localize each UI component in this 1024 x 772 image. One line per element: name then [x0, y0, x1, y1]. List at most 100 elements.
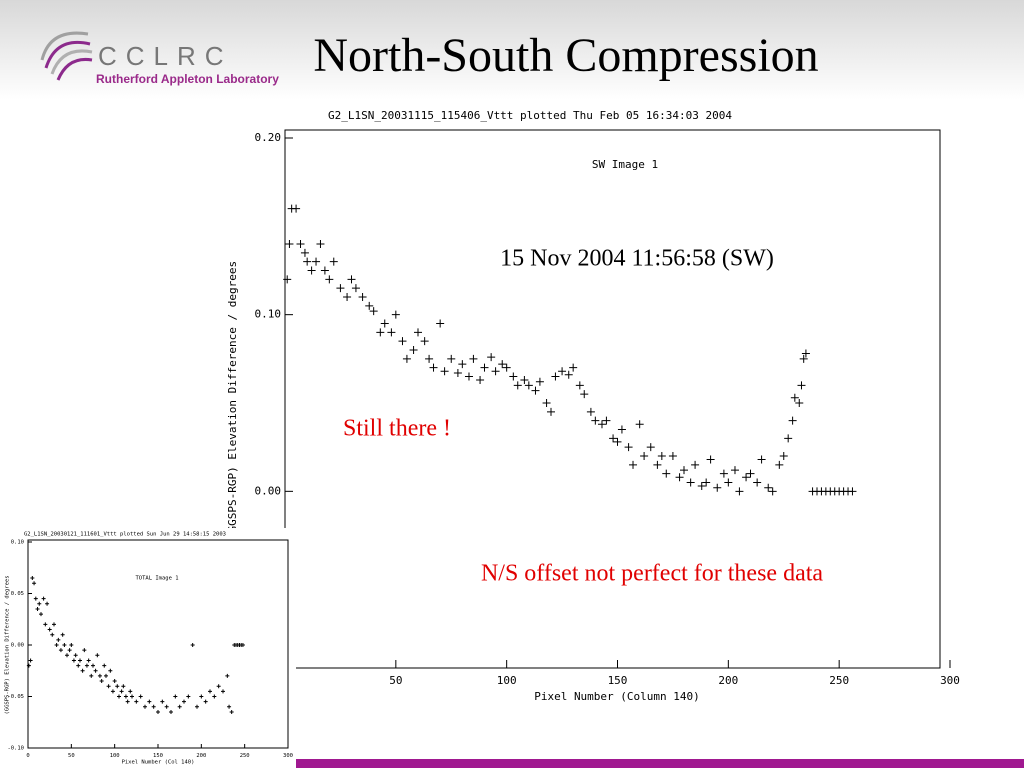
point: [365, 301, 374, 310]
point: [177, 704, 182, 709]
point: [668, 452, 677, 460]
point: [398, 337, 407, 346]
y-tick-label: 0.20: [255, 131, 282, 144]
logo-name: CCLRC: [98, 41, 233, 71]
point: [436, 319, 445, 328]
point: [117, 694, 121, 699]
point: [93, 668, 98, 673]
annotation: Still there !: [343, 416, 451, 442]
y-tick-label: 0.05: [11, 591, 24, 597]
y-axis-label: (GGSPS-RGP) Elevation Difference / degre…: [5, 575, 11, 714]
x-tick-label: 100: [110, 753, 120, 759]
chart-title: G2_L1SN_20031115_115406_Vttt plotted Thu…: [328, 109, 732, 122]
point: [56, 637, 61, 642]
point: [564, 370, 573, 379]
point: [307, 266, 316, 275]
point: [336, 284, 345, 293]
point: [380, 319, 389, 328]
point: [414, 328, 422, 337]
plot-frame: [284, 129, 941, 669]
point: [358, 293, 367, 301]
point: [285, 240, 294, 248]
y-axis-label: (GGSPS-RGP) Elevation Difference / degre…: [226, 261, 239, 539]
point: [229, 709, 234, 714]
point: [45, 601, 50, 606]
point: [151, 704, 156, 709]
point: [799, 354, 808, 363]
point: [147, 699, 152, 704]
point: [35, 606, 40, 611]
point: [458, 360, 467, 369]
point: [283, 275, 292, 284]
point: [491, 367, 500, 376]
point: [391, 310, 400, 319]
annotation: 15 Nov 2004 11:56:58 (SW): [500, 246, 774, 272]
point: [123, 694, 128, 699]
point: [779, 452, 788, 460]
point: [108, 668, 113, 673]
point: [128, 689, 133, 694]
x-tick-label: 300: [283, 753, 293, 759]
point: [240, 643, 245, 647]
point: [480, 363, 489, 372]
chart-title: G2_L1SN_20030121_111601_Vttt plotted Sun…: [24, 532, 226, 538]
point: [91, 663, 95, 668]
point: [719, 469, 728, 478]
point: [629, 460, 638, 469]
point: [39, 612, 43, 617]
point: [617, 425, 626, 434]
point: [62, 643, 67, 647]
point: [316, 240, 325, 248]
point: [164, 704, 169, 709]
point: [369, 307, 378, 316]
point: [746, 469, 755, 478]
point: [300, 248, 309, 257]
point: [325, 275, 334, 284]
point: [742, 473, 751, 482]
point: [730, 466, 739, 475]
point: [635, 420, 644, 429]
point: [753, 478, 762, 487]
x-axis-label: Pixel Number (Column 140): [534, 690, 700, 703]
point: [575, 381, 584, 390]
point: [30, 576, 35, 581]
point: [227, 704, 232, 709]
chart-background: [0, 528, 296, 768]
point: [86, 658, 91, 663]
point: [28, 658, 33, 663]
point: [784, 434, 793, 443]
point: [569, 363, 578, 372]
point: [848, 487, 857, 496]
x-tick-label: 150: [608, 674, 628, 687]
point: [208, 689, 212, 694]
point: [757, 455, 766, 464]
point: [646, 443, 655, 452]
point: [203, 699, 208, 704]
point: [702, 478, 711, 487]
point: [173, 694, 178, 699]
point: [60, 632, 65, 637]
point: [343, 293, 352, 301]
logo-mark: [40, 31, 93, 81]
chart: G2_L1SN_20031115_115406_Vttt plotted Thu…: [226, 109, 960, 703]
point: [52, 622, 56, 627]
point: [653, 460, 662, 469]
x-tick-label: 200: [196, 753, 206, 759]
point: [76, 663, 81, 668]
annotation: N/S offset not perfect for these data: [481, 561, 823, 587]
point: [524, 381, 533, 390]
charts: G2_L1SN_20031115_115406_Vttt plotted Thu…: [0, 109, 960, 768]
point: [182, 699, 186, 704]
point: [531, 386, 540, 395]
point: [591, 416, 600, 425]
point: [440, 367, 449, 376]
x-tick-label: 0: [26, 753, 29, 759]
point: [602, 416, 611, 425]
point: [351, 284, 360, 293]
point: [80, 668, 85, 673]
point: [43, 622, 48, 627]
point: [190, 643, 195, 647]
point: [487, 353, 496, 362]
point: [447, 354, 456, 363]
point: [303, 257, 312, 266]
